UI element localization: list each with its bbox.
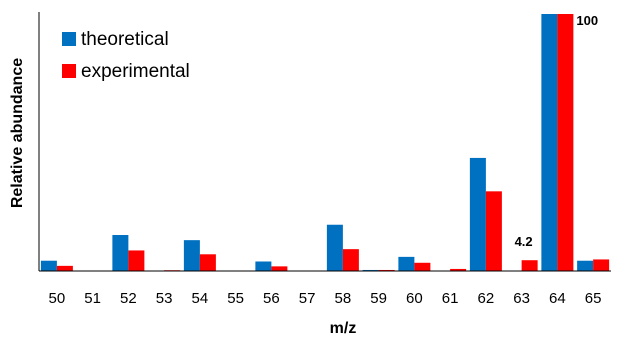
experimental-bar-63 [521, 260, 538, 271]
x-tick-label-64: 64 [549, 290, 566, 307]
theoretical-bar-50 [40, 260, 57, 271]
x-tick-label-51: 51 [84, 290, 101, 307]
experimental-bar-54 [199, 254, 216, 271]
experimental-bar-61 [450, 268, 467, 271]
experimental-bar-52 [128, 250, 145, 271]
theoretical-bar-56 [255, 261, 272, 271]
x-tick-label-58: 58 [335, 290, 352, 307]
x-tick-label-55: 55 [227, 290, 244, 307]
experimental-bar-65 [593, 259, 610, 271]
theoretical-bar-59 [362, 269, 379, 271]
legend-label-experimental: experimental [81, 61, 190, 82]
x-tick-label-53: 53 [156, 290, 173, 307]
x-tick-label-60: 60 [406, 290, 423, 307]
x-tick-label-54: 54 [192, 290, 209, 307]
theoretical-bar-64 [541, 14, 558, 271]
theoretical-bar-65 [577, 260, 594, 271]
x-tick-label-65: 65 [585, 290, 602, 307]
experimental-bar-50 [56, 265, 73, 271]
experimental-bar-62 [485, 191, 502, 271]
x-tick-label-59: 59 [370, 290, 387, 307]
theoretical-bar-62 [469, 157, 486, 271]
x-tick-label-57: 57 [299, 290, 316, 307]
x-tick-labels: 50 51 52 53 54 55 56 57 58 59 60 61 62 63 64 65 [49, 290, 602, 307]
x-tick-label-63: 63 [513, 290, 530, 307]
legend-label-theoretical: theoretical [81, 29, 169, 50]
legend-swatch-theoretical [62, 32, 76, 46]
x-axis-label: m/z [330, 320, 357, 337]
theoretical-bar-58 [326, 224, 343, 271]
theoretical-bar-54 [183, 240, 200, 271]
x-tick-label-52: 52 [120, 290, 137, 307]
y-axis-label: Relative abundance [9, 58, 26, 208]
experimental-bar-60 [414, 262, 431, 271]
experimental-bar-59 [378, 269, 395, 271]
legend-swatch-experimental [62, 64, 76, 78]
data-label-64: 100 [576, 13, 598, 28]
experimental-bar-64 [557, 14, 574, 271]
bars-layer [40, 14, 610, 271]
data-label-63: 4.2 [515, 234, 533, 249]
experimental-bar-56 [271, 266, 288, 271]
x-tick-label-61: 61 [442, 290, 459, 307]
legend: theoretical experimental [62, 29, 190, 82]
theoretical-bar-52 [112, 235, 129, 271]
experimental-bar-58 [342, 249, 359, 271]
data-labels-layer: 4.2 100 [515, 13, 598, 249]
x-tick-label-62: 62 [478, 290, 495, 307]
x-tick-label-50: 50 [49, 290, 66, 307]
x-tick-label-56: 56 [263, 290, 280, 307]
theoretical-bar-60 [398, 256, 415, 271]
